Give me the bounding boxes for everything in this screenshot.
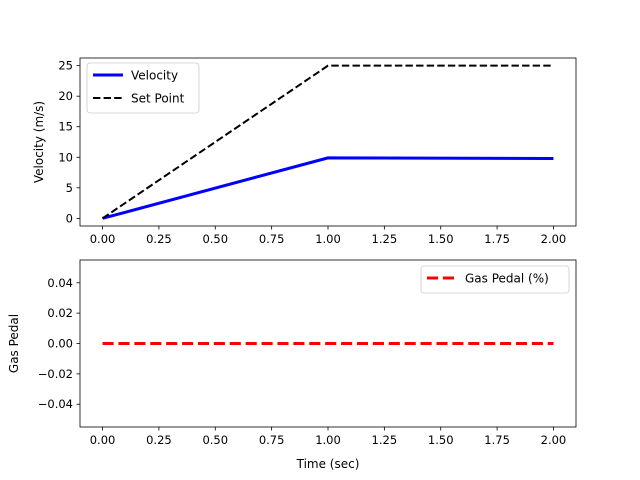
legend: Gas Pedal (%) — [420, 265, 570, 294]
series-line-set-point — [101, 64, 554, 220]
x-tick-label: 1.75 — [484, 232, 510, 246]
x-tick-label: 1.25 — [372, 433, 398, 447]
x-tick-label: 1.00 — [315, 232, 341, 246]
y-tick-label: 10 — [58, 150, 73, 164]
y-tick-label: 25 — [58, 59, 73, 73]
y-tick-label: 5 — [66, 181, 73, 195]
legend-box — [420, 265, 570, 294]
velocity-chart: 0.00 0.25 0.50 0.75 1.00 1.25 1.50 1.75 2.00 0 5 10… — [32, 57, 577, 246]
y-tick-label: 15 — [58, 120, 73, 134]
legend-label: Set Point — [131, 92, 185, 106]
x-tick-label: 1.00 — [315, 433, 341, 447]
y-tick-label: −0.02 — [38, 367, 73, 381]
x-tick-label: 0.75 — [259, 232, 285, 246]
x-tick-label: 0.00 — [90, 232, 116, 246]
y-tick-label: 20 — [58, 89, 73, 103]
x-tick-label: 0.25 — [146, 232, 172, 246]
y-tick-label: 0.02 — [47, 306, 73, 320]
gas-pedal-chart: 0.00 0.25 0.50 0.75 1.00 1.25 1.50 1.75 2.00 −0.0… — [7, 259, 577, 471]
series-line-velocity — [102, 156, 554, 220]
y-axis-label: Velocity (m/s) — [32, 101, 46, 183]
x-tick-label: 1.75 — [484, 433, 510, 447]
y-tick-label: −0.04 — [38, 397, 73, 411]
legend-label: Velocity — [131, 69, 178, 83]
y-tick-label: 0.00 — [47, 337, 73, 351]
x-tick-label: 0.75 — [259, 433, 285, 447]
x-tick-label: 2.00 — [541, 232, 567, 246]
x-tick-label: 1.50 — [428, 232, 454, 246]
y-axis-label: Gas Pedal — [7, 314, 21, 373]
legend-label: Gas Pedal (%) — [465, 272, 549, 286]
y-tick-label: 0.04 — [47, 276, 73, 290]
x-axis-label: Time (sec) — [296, 457, 360, 471]
x-tick-label: 0.50 — [202, 433, 228, 447]
x-tick-label: 2.00 — [541, 433, 567, 447]
x-tick-label: 1.25 — [372, 232, 398, 246]
x-tick-label: 0.50 — [202, 232, 228, 246]
x-tick-label: 0.00 — [90, 433, 116, 447]
x-tick-label: 0.25 — [146, 433, 172, 447]
legend: Velocity Set Point — [86, 62, 200, 114]
y-tick-label: 0 — [66, 211, 73, 225]
x-tick-label: 1.50 — [428, 433, 454, 447]
